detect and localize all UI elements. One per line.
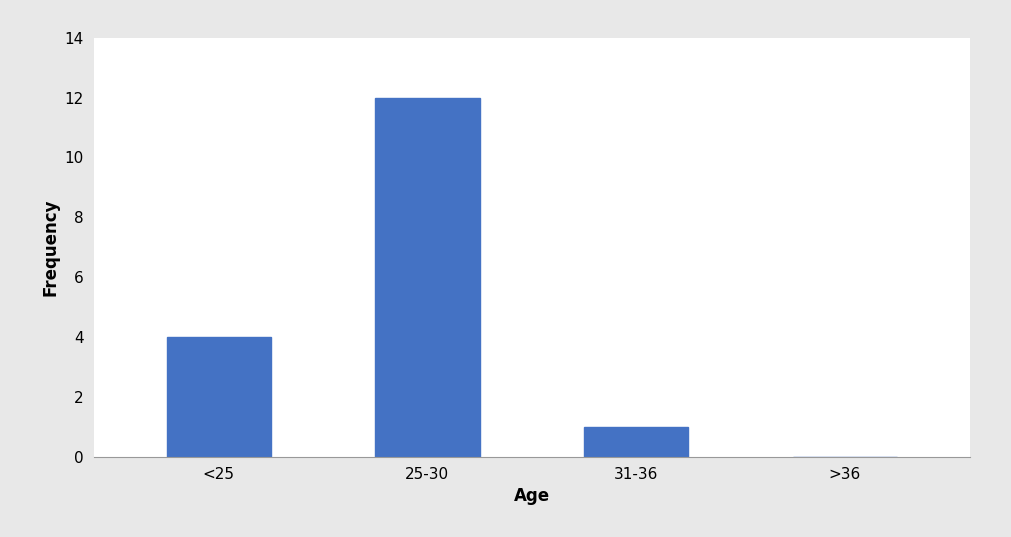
- Y-axis label: Frequency: Frequency: [41, 199, 59, 296]
- Bar: [375, 98, 479, 457]
- X-axis label: Age: Age: [514, 488, 550, 505]
- Bar: [584, 427, 688, 457]
- Bar: [167, 337, 271, 457]
